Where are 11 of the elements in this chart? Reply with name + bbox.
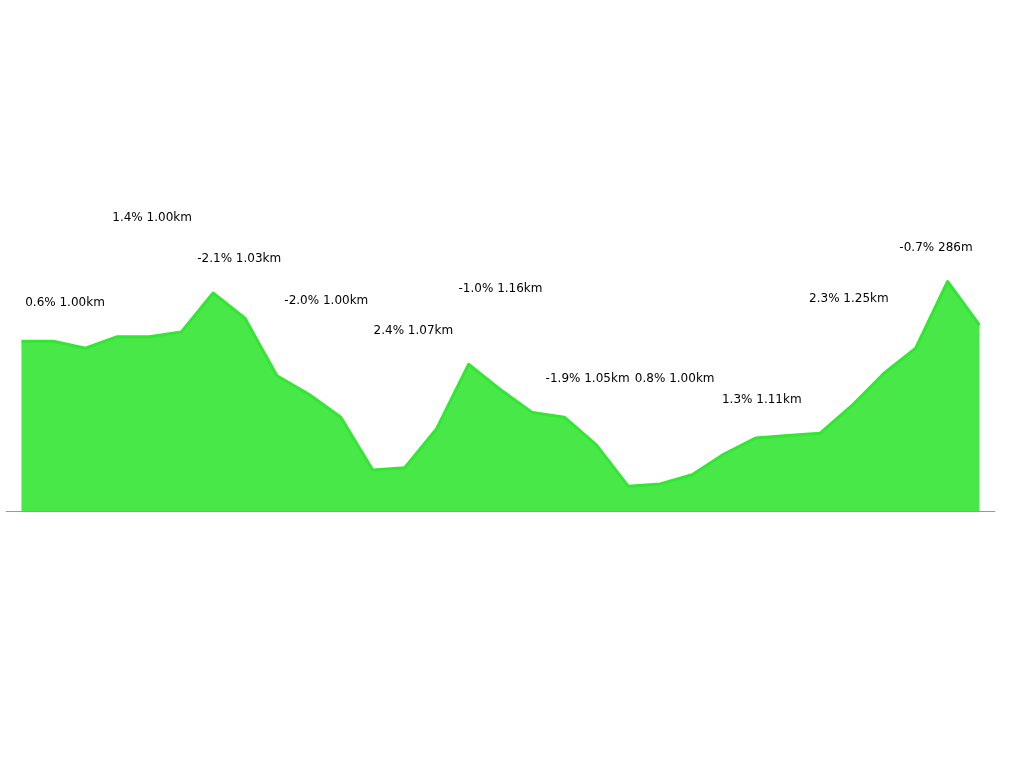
annotation: 2.3% 1.25km (809, 290, 889, 305)
annotation: -1.9% 1.05km (545, 371, 630, 385)
text: -2.1% 1.03km (197, 251, 282, 266)
annotation: -1.0% 1.16km (458, 281, 543, 296)
annotation: 0.8% 1.00km (634, 371, 715, 385)
annotation: 2.4% 1.07km (373, 322, 454, 337)
annotation: 0.6% 1.00km (25, 295, 105, 310)
text: -0.7% 286m (899, 239, 973, 254)
annotation: 1.3% 1.11km (721, 391, 802, 406)
annotation: -2.0% 1.00km (284, 292, 369, 307)
text: 1.4% 1.00km (112, 210, 192, 224)
